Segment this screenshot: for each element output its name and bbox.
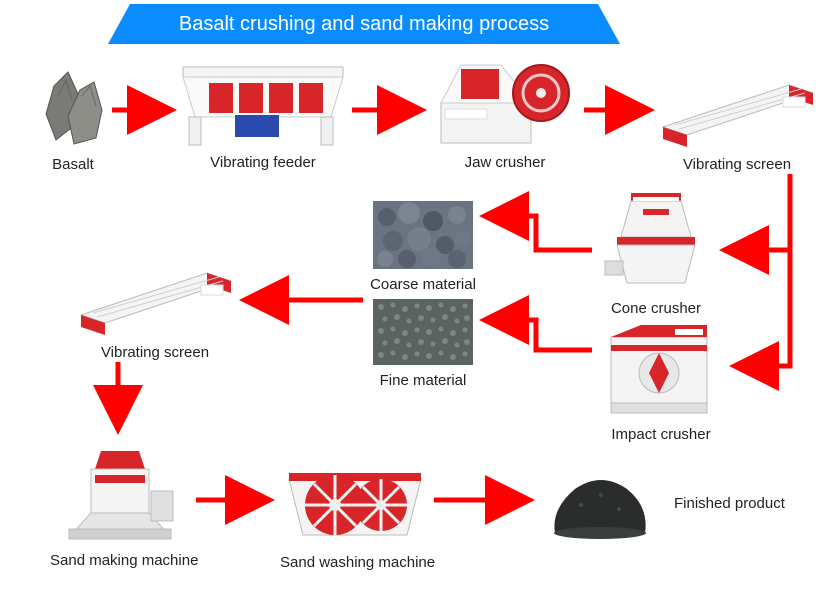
fine-material-icon xyxy=(371,297,475,367)
finished-product-icon xyxy=(541,465,659,541)
label-vibrating-screen-top: Vibrating screen xyxy=(656,156,818,173)
node-sand-washing: Sand washing machine xyxy=(280,458,430,571)
label-sand-washing: Sand washing machine xyxy=(280,554,430,571)
label-sand-making: Sand making machine xyxy=(50,552,190,569)
label-vibrating-feeder: Vibrating feeder xyxy=(178,154,348,171)
label-cone-crusher: Cone crusher xyxy=(596,300,716,317)
label-coarse-material: Coarse material xyxy=(370,276,476,293)
vibrating-screen-icon xyxy=(657,79,817,151)
label-basalt: Basalt xyxy=(36,156,110,173)
vibrating-screen-left-icon xyxy=(75,267,235,339)
label-impact-crusher: Impact crusher xyxy=(596,426,726,443)
diagram-title: Basalt crushing and sand making process xyxy=(179,13,549,36)
jaw-crusher-icon xyxy=(431,57,579,149)
sand-washing-icon xyxy=(281,459,429,549)
title-banner: Basalt crushing and sand making process xyxy=(108,4,620,44)
vibrating-feeder-icon xyxy=(179,61,347,149)
node-fine-material: Fine material xyxy=(370,296,476,389)
coarse-material-icon xyxy=(371,199,475,271)
node-basalt: Basalt xyxy=(36,64,110,173)
basalt-icon xyxy=(38,66,108,150)
node-jaw-crusher: Jaw crusher xyxy=(430,56,580,171)
node-impact-crusher: Impact crusher xyxy=(596,322,726,443)
node-finished-product: Finished product xyxy=(540,464,790,542)
node-coarse-material: Coarse material xyxy=(370,198,476,293)
node-sand-making: Sand making machine xyxy=(50,440,190,569)
node-vibrating-feeder: Vibrating feeder xyxy=(178,60,348,171)
label-jaw-crusher: Jaw crusher xyxy=(430,154,580,171)
cone-crusher-icon xyxy=(597,189,715,295)
impact-crusher-icon xyxy=(597,323,725,421)
node-vibrating-screen-left: Vibrating screen xyxy=(74,266,236,361)
label-fine-material: Fine material xyxy=(370,372,476,389)
node-vibrating-screen-top: Vibrating screen xyxy=(656,78,818,173)
sand-making-icon xyxy=(51,441,189,547)
label-finished-product: Finished product xyxy=(674,495,785,512)
node-cone-crusher: Cone crusher xyxy=(596,188,716,317)
label-vibrating-screen-left: Vibrating screen xyxy=(74,344,236,361)
